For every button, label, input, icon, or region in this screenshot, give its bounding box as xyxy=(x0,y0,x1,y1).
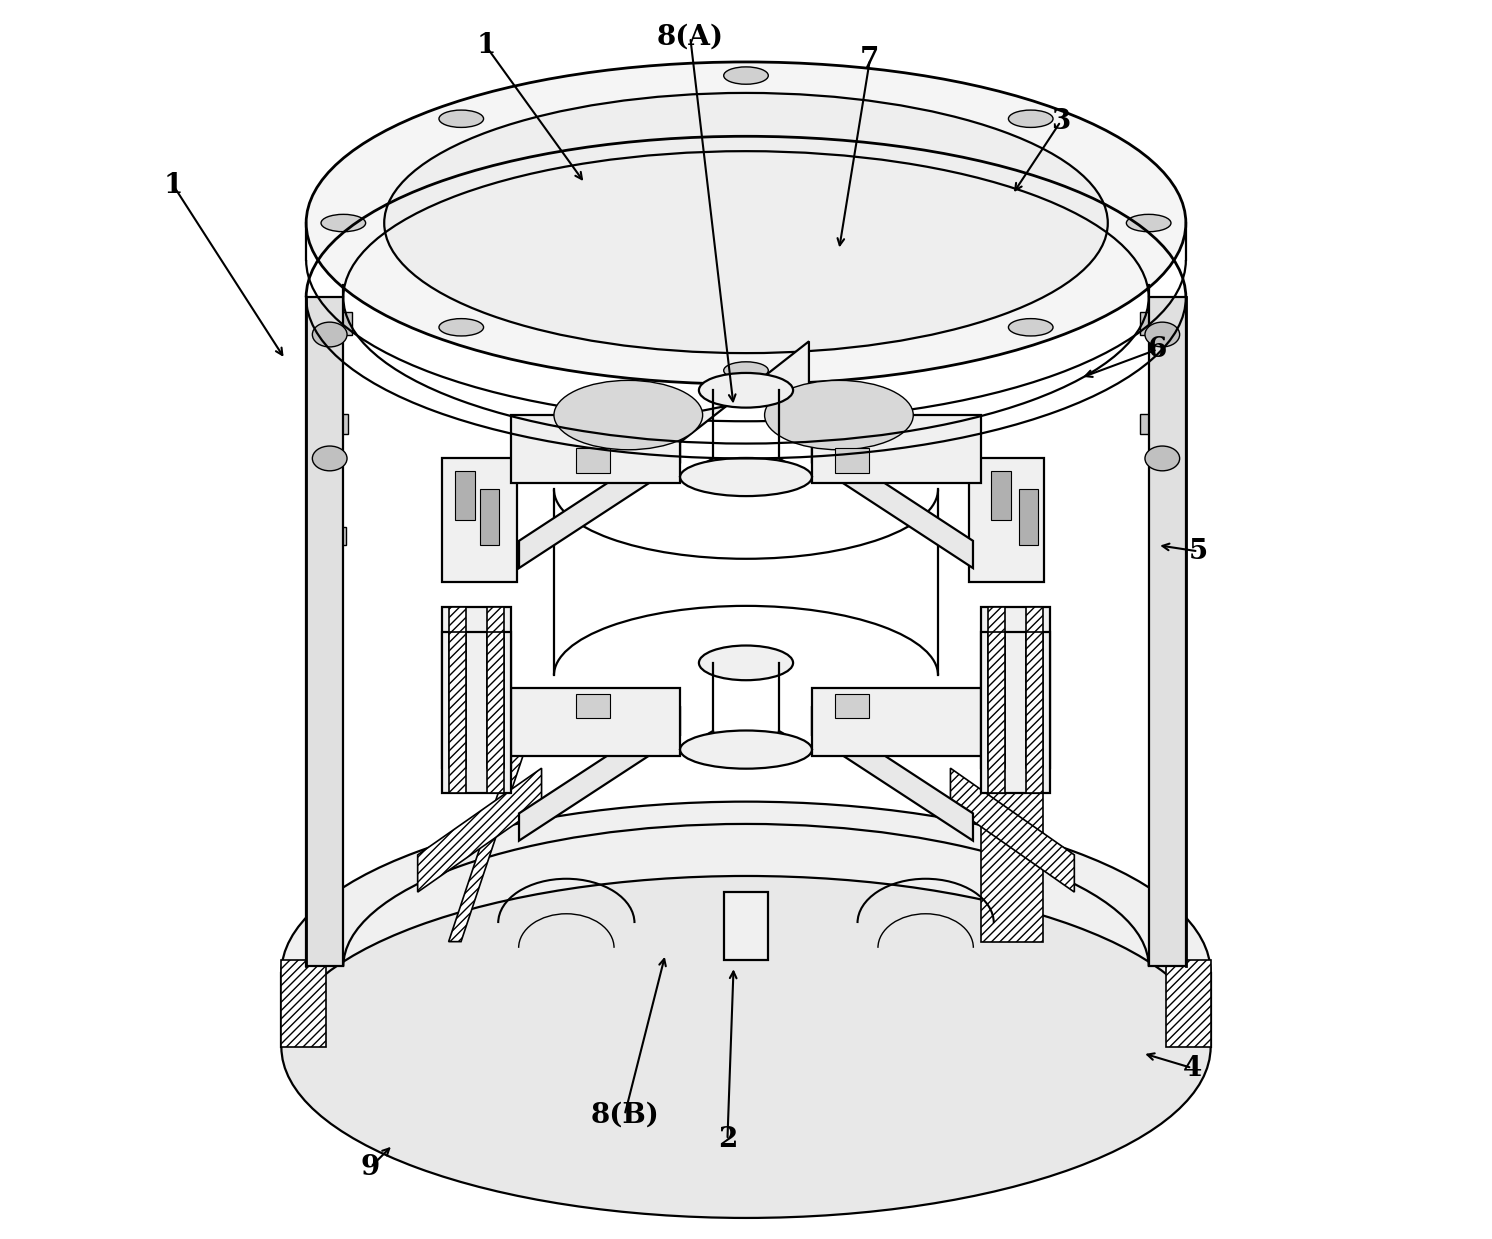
Text: 2: 2 xyxy=(718,1126,737,1154)
Ellipse shape xyxy=(1009,110,1053,128)
Bar xyxy=(321,527,346,545)
Ellipse shape xyxy=(439,110,483,128)
Ellipse shape xyxy=(680,731,812,768)
Bar xyxy=(812,415,982,483)
Bar xyxy=(449,632,467,793)
Polygon shape xyxy=(449,756,524,942)
Bar xyxy=(576,694,610,719)
Bar xyxy=(1140,414,1167,434)
Bar xyxy=(988,632,1006,793)
Bar xyxy=(1140,312,1171,335)
Ellipse shape xyxy=(1144,322,1180,347)
Bar xyxy=(982,632,1049,793)
Bar xyxy=(510,415,680,483)
Bar xyxy=(988,607,1006,768)
Ellipse shape xyxy=(312,322,348,347)
Ellipse shape xyxy=(312,446,348,471)
Ellipse shape xyxy=(698,646,794,680)
Ellipse shape xyxy=(306,62,1186,384)
Ellipse shape xyxy=(282,802,1210,1144)
Bar xyxy=(443,458,518,582)
Bar xyxy=(443,632,510,793)
Bar xyxy=(834,449,870,473)
Bar xyxy=(1019,489,1038,545)
Bar xyxy=(1025,607,1043,768)
Bar xyxy=(282,960,325,1047)
Bar xyxy=(486,632,504,793)
Polygon shape xyxy=(1149,297,1186,966)
Text: 5: 5 xyxy=(1189,538,1209,565)
Bar xyxy=(576,449,610,473)
Text: 4: 4 xyxy=(1183,1054,1201,1082)
Text: 7: 7 xyxy=(861,46,880,73)
Ellipse shape xyxy=(439,318,483,336)
Polygon shape xyxy=(680,341,809,442)
Ellipse shape xyxy=(554,380,703,450)
Bar xyxy=(306,297,343,966)
Polygon shape xyxy=(982,756,1043,942)
Polygon shape xyxy=(812,709,973,840)
Bar xyxy=(1149,297,1186,966)
Ellipse shape xyxy=(385,93,1107,353)
Polygon shape xyxy=(306,297,343,966)
Ellipse shape xyxy=(724,67,768,84)
Text: 8(A): 8(A) xyxy=(656,24,724,51)
Bar xyxy=(510,688,680,756)
Ellipse shape xyxy=(1009,318,1053,336)
Bar xyxy=(968,458,1044,582)
Bar xyxy=(449,607,467,768)
Ellipse shape xyxy=(1144,446,1180,471)
Text: 6: 6 xyxy=(1147,336,1167,363)
Text: 3: 3 xyxy=(1050,108,1070,135)
Bar xyxy=(991,471,1012,520)
Polygon shape xyxy=(812,436,973,567)
Text: 1: 1 xyxy=(476,32,495,59)
Bar xyxy=(321,414,348,434)
Bar xyxy=(982,607,1049,768)
Ellipse shape xyxy=(282,876,1210,1218)
Bar xyxy=(321,312,352,335)
Text: 8(B): 8(B) xyxy=(591,1101,659,1129)
Bar xyxy=(479,489,500,545)
Polygon shape xyxy=(950,768,1074,892)
Bar xyxy=(1025,632,1043,793)
Ellipse shape xyxy=(680,458,812,496)
Bar xyxy=(1167,960,1210,1047)
Ellipse shape xyxy=(321,214,366,232)
Text: 1: 1 xyxy=(164,172,184,199)
Bar xyxy=(834,694,870,719)
Ellipse shape xyxy=(724,362,768,379)
Ellipse shape xyxy=(764,380,913,450)
Polygon shape xyxy=(418,768,542,892)
Polygon shape xyxy=(519,709,680,840)
Bar xyxy=(443,607,510,768)
Bar xyxy=(486,607,504,768)
Ellipse shape xyxy=(698,373,794,408)
Bar xyxy=(812,688,982,756)
Polygon shape xyxy=(519,436,680,567)
Ellipse shape xyxy=(1126,214,1171,232)
Bar xyxy=(455,471,474,520)
Bar xyxy=(724,892,768,960)
Text: 9: 9 xyxy=(361,1154,380,1181)
